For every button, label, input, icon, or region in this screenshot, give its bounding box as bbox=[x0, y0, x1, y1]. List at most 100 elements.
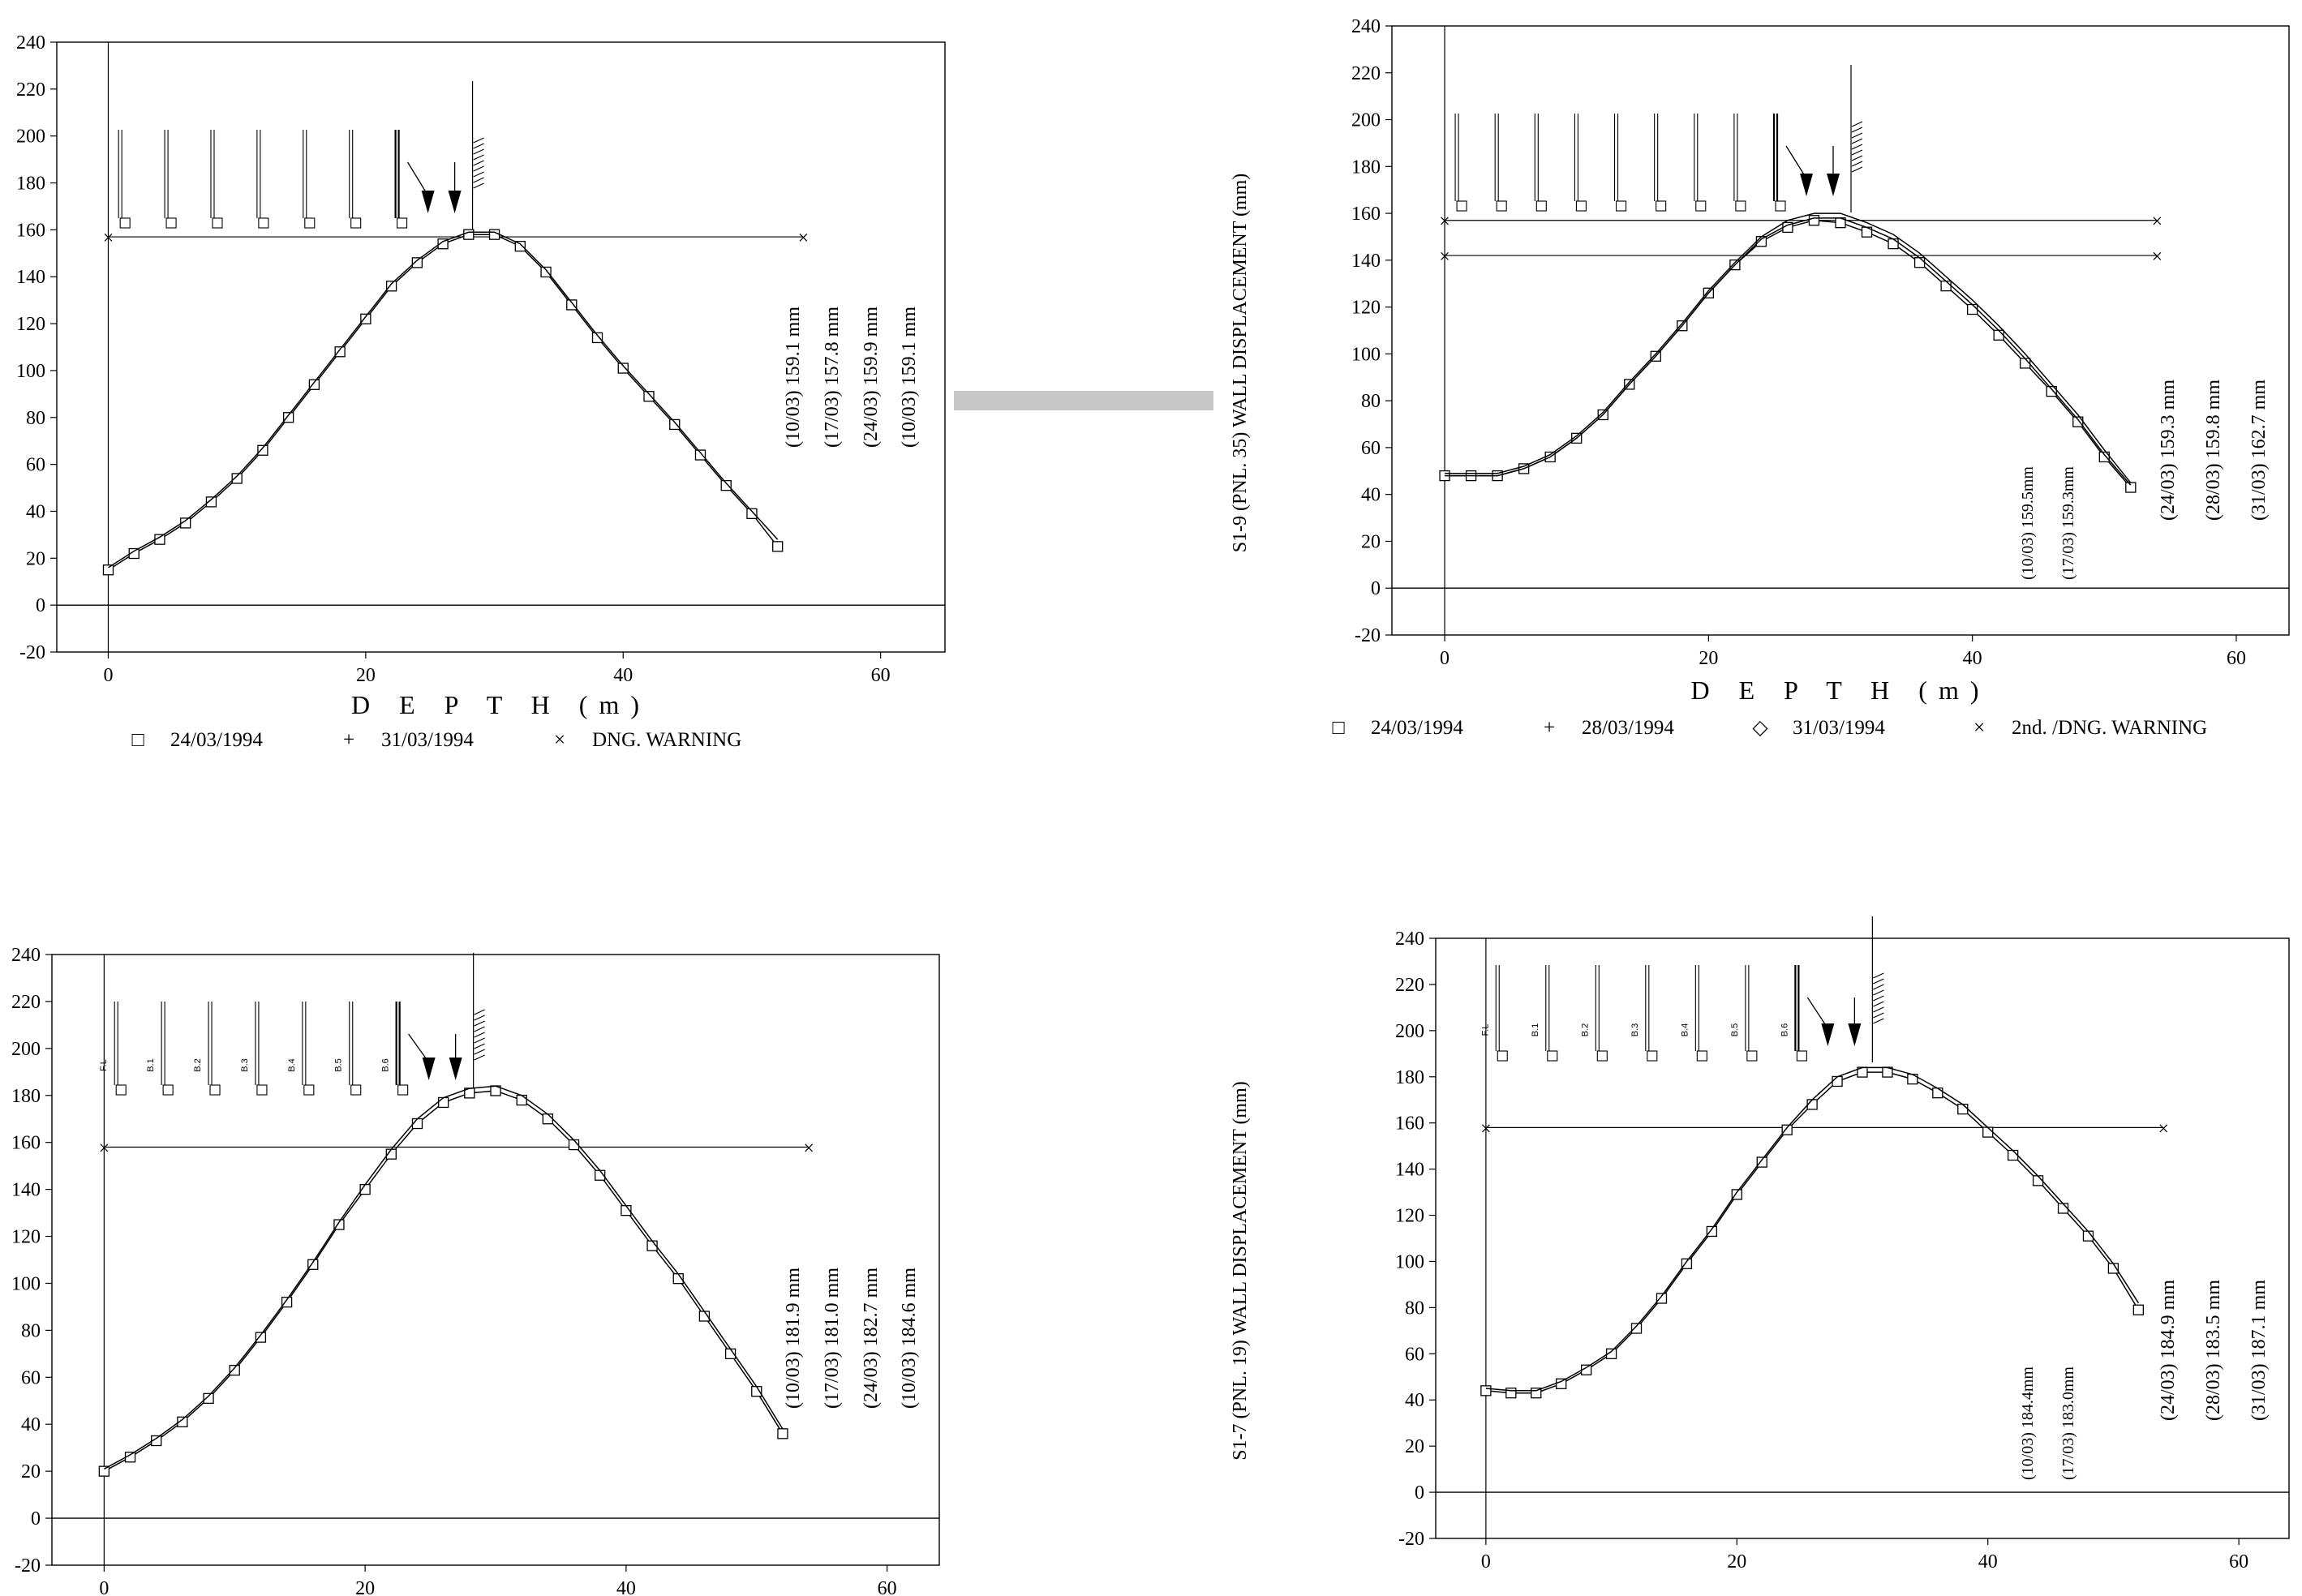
strut-label: B.4 bbox=[287, 1058, 297, 1072]
strut-foot bbox=[165, 217, 177, 229]
y-tick-label: 140 bbox=[1351, 251, 1381, 272]
y-tick-label: 100 bbox=[16, 361, 45, 382]
plot-frame bbox=[1435, 937, 2290, 1539]
legend-label: 28/03/1994 bbox=[1582, 717, 1674, 739]
data-point bbox=[772, 541, 784, 552]
interim-displacement-annotation: (10/03) 184.4mm bbox=[2019, 1366, 2037, 1480]
legend-symbol: + bbox=[343, 729, 354, 751]
y-tick-label: -20 bbox=[1355, 625, 1381, 646]
legend-symbol: + bbox=[1544, 717, 1555, 739]
data-point bbox=[128, 547, 140, 560]
data-point bbox=[1913, 257, 1926, 268]
legend-symbol: × bbox=[1973, 717, 1985, 739]
warning-marker: × bbox=[2152, 212, 2163, 233]
soil-hatch bbox=[474, 1032, 485, 1038]
data-point bbox=[385, 281, 397, 292]
strut-foot bbox=[1596, 1050, 1608, 1062]
y-tick-label: 180 bbox=[11, 1086, 41, 1107]
strut-level bbox=[210, 130, 215, 218]
y-tick-label: 140 bbox=[16, 267, 45, 288]
y-tick-label: 80 bbox=[26, 408, 45, 429]
x-tick-label: 20 bbox=[355, 1578, 375, 1596]
soil-hatch bbox=[473, 148, 484, 155]
x-tick-label: 20 bbox=[1727, 1551, 1746, 1572]
strut-foot bbox=[1656, 200, 1667, 212]
data-point bbox=[1556, 1378, 1567, 1389]
data-point bbox=[2007, 1149, 2019, 1161]
excavation-arrow-head bbox=[449, 1058, 462, 1080]
strut-foot bbox=[1496, 200, 1507, 212]
y-tick-label: 180 bbox=[16, 174, 45, 195]
soil-hatch bbox=[1873, 995, 1884, 1002]
data-point bbox=[1605, 1348, 1617, 1359]
data-point bbox=[1480, 1385, 1492, 1396]
data-point bbox=[1781, 1124, 1793, 1135]
warning-marker: × bbox=[103, 228, 114, 249]
plot-frame bbox=[51, 954, 940, 1566]
max-displacement-annotation: (31/03) 187.1 mm bbox=[2248, 1280, 2270, 1421]
excavation-arrow-head bbox=[1848, 1023, 1862, 1046]
strut-foot bbox=[1696, 1050, 1707, 1062]
y-tick-label: 80 bbox=[1361, 391, 1381, 412]
excavation-arrow-head bbox=[421, 191, 435, 213]
y-tick-label: 60 bbox=[1361, 438, 1381, 459]
x-tick-label: 20 bbox=[356, 665, 376, 686]
data-point bbox=[1966, 303, 1978, 315]
strut-label: B.5 bbox=[1730, 1023, 1740, 1037]
strut-foot bbox=[1796, 1050, 1807, 1062]
y-tick-label: 240 bbox=[11, 945, 41, 966]
soil-hatch bbox=[1851, 144, 1863, 150]
soil-hatch bbox=[474, 1049, 485, 1055]
strut-level bbox=[1772, 114, 1779, 201]
excavation-arrow-head bbox=[422, 1058, 436, 1080]
strut-foot bbox=[162, 1084, 174, 1096]
chart-panel-top-left: -20 0 20 40 60 80 100 120 140 160 180 200 220 240 0 20 4… bbox=[16, 32, 946, 751]
strut-level bbox=[114, 1002, 118, 1085]
legend-label: 31/03/1994 bbox=[1793, 717, 1885, 739]
x-tick-label: 0 bbox=[99, 1578, 109, 1596]
max-displacement-annotation: (10/03) 159.1 mm bbox=[899, 307, 920, 448]
data-point bbox=[360, 313, 371, 324]
strut-level bbox=[208, 1002, 213, 1085]
y-tick-label: 240 bbox=[1351, 16, 1381, 37]
y-tick-label: 0 bbox=[31, 1508, 41, 1530]
y-tick-label: 20 bbox=[21, 1461, 41, 1482]
strut-label: B.1 bbox=[1531, 1023, 1540, 1037]
strut-label: B.3 bbox=[240, 1058, 250, 1072]
y-tick-label: 220 bbox=[16, 79, 45, 101]
y-tick-label: 180 bbox=[1351, 157, 1381, 178]
data-point bbox=[205, 496, 217, 508]
x-tick-label: 40 bbox=[613, 665, 633, 686]
strut-level bbox=[349, 130, 354, 218]
data-point bbox=[669, 418, 681, 431]
soil-hatch bbox=[474, 1043, 485, 1049]
legend-label: 31/03/1994 bbox=[381, 729, 474, 751]
strut-level bbox=[1495, 965, 1500, 1051]
soil-hatch bbox=[474, 1054, 485, 1061]
strut-label: F.L bbox=[1480, 1024, 1490, 1036]
strut-foot bbox=[1735, 200, 1746, 212]
strut-foot bbox=[350, 217, 362, 229]
strut-label: B.2 bbox=[193, 1058, 203, 1072]
strut-label: B.6 bbox=[381, 1058, 391, 1072]
y-tick-label: 220 bbox=[1395, 975, 1424, 996]
max-displacement-annotation: (10/03) 159.1 mm bbox=[783, 307, 804, 448]
strut-label: B.2 bbox=[1580, 1023, 1590, 1037]
y-tick-label: 120 bbox=[1351, 298, 1381, 319]
y-tick-label: 240 bbox=[1395, 929, 1424, 950]
data-point bbox=[777, 1428, 788, 1439]
soil-hatch bbox=[474, 1037, 485, 1044]
y-tick-label: 220 bbox=[1351, 63, 1381, 84]
data-point bbox=[102, 564, 114, 576]
soil-hatch bbox=[473, 154, 484, 161]
y-tick-label: 160 bbox=[11, 1133, 41, 1154]
max-displacement-annotation: (10/03) 181.9 mm bbox=[783, 1268, 804, 1409]
x-tick-label: 20 bbox=[1699, 648, 1718, 669]
soil-hatch bbox=[1851, 155, 1863, 161]
legend-symbol: □ bbox=[1332, 717, 1345, 739]
soil-hatch bbox=[1873, 1006, 1884, 1013]
excavation-arrow-head bbox=[1800, 174, 1814, 196]
strut-level bbox=[1454, 114, 1459, 201]
strut-foot bbox=[397, 217, 408, 229]
